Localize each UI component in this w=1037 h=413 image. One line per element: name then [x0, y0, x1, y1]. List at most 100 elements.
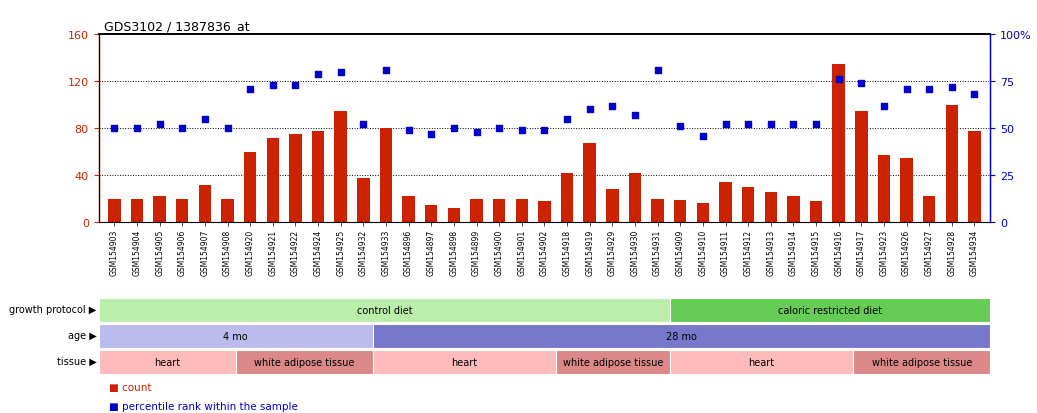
Bar	[221, 199, 233, 223]
Bar	[99, 299, 670, 323]
Bar	[764, 192, 777, 223]
Point	[875, 103, 892, 110]
Point	[898, 86, 915, 93]
Text: heart: heart	[155, 357, 180, 367]
Bar	[670, 350, 853, 374]
Point	[739, 122, 756, 128]
Bar	[357, 178, 369, 223]
Point	[649, 67, 666, 74]
Bar	[373, 324, 990, 348]
Text: heart: heart	[451, 357, 477, 367]
Bar	[99, 324, 373, 348]
Bar	[471, 199, 483, 223]
Point	[966, 92, 983, 98]
Bar	[402, 197, 415, 223]
Text: GDS3102 / 1387836_at: GDS3102 / 1387836_at	[104, 20, 249, 33]
Text: 4 mo: 4 mo	[223, 331, 248, 341]
Text: white adipose tissue: white adipose tissue	[871, 357, 972, 367]
Bar	[787, 197, 800, 223]
Point	[219, 126, 235, 132]
Text: control diet: control diet	[357, 306, 412, 316]
Point	[853, 81, 870, 87]
Text: ■ count: ■ count	[109, 382, 151, 392]
Point	[197, 116, 214, 123]
Bar	[810, 202, 822, 223]
Point	[129, 126, 145, 132]
Bar	[556, 350, 670, 374]
Point	[264, 83, 281, 89]
Bar	[108, 199, 120, 223]
Point	[491, 126, 507, 132]
Point	[559, 116, 576, 123]
Bar	[538, 202, 551, 223]
Bar	[289, 135, 302, 223]
Point	[242, 86, 258, 93]
Bar	[833, 64, 845, 223]
Point	[695, 133, 711, 140]
Bar	[651, 199, 664, 223]
Bar	[380, 129, 392, 223]
Bar	[335, 111, 347, 223]
Bar	[900, 158, 913, 223]
Point	[921, 86, 937, 93]
Bar	[425, 205, 438, 223]
Bar	[674, 200, 686, 223]
Bar	[244, 152, 256, 223]
Text: 28 mo: 28 mo	[666, 331, 697, 341]
Point	[469, 129, 485, 136]
Bar	[670, 299, 990, 323]
Bar	[199, 185, 212, 223]
Bar	[312, 131, 325, 223]
Bar	[493, 199, 505, 223]
Point	[944, 84, 960, 91]
Bar	[923, 197, 935, 223]
Text: growth protocol ▶: growth protocol ▶	[9, 305, 96, 315]
Bar	[856, 111, 868, 223]
Bar	[628, 173, 641, 223]
Bar	[853, 350, 990, 374]
Point	[423, 131, 440, 138]
Point	[808, 122, 824, 128]
Bar	[697, 204, 709, 223]
Point	[333, 69, 349, 76]
Bar	[946, 105, 958, 223]
Bar	[131, 199, 143, 223]
Text: white adipose tissue: white adipose tissue	[254, 357, 355, 367]
Point	[400, 128, 417, 134]
Bar	[969, 131, 981, 223]
Point	[626, 112, 643, 119]
Bar	[373, 350, 556, 374]
Point	[446, 126, 463, 132]
Point	[536, 128, 553, 134]
Bar	[561, 173, 573, 223]
Point	[151, 122, 168, 128]
Bar	[515, 199, 528, 223]
Text: white adipose tissue: white adipose tissue	[563, 357, 664, 367]
Text: ■ percentile rank within the sample: ■ percentile rank within the sample	[109, 401, 298, 411]
Text: age ▶: age ▶	[67, 330, 96, 340]
Bar	[267, 138, 279, 223]
Point	[672, 123, 689, 130]
Point	[785, 122, 802, 128]
Bar	[584, 144, 596, 223]
Bar	[720, 183, 732, 223]
Point	[287, 83, 304, 89]
Point	[604, 103, 620, 110]
Point	[582, 107, 598, 114]
Point	[831, 77, 847, 83]
Point	[513, 128, 530, 134]
Point	[106, 126, 122, 132]
Point	[762, 122, 779, 128]
Text: heart: heart	[749, 357, 775, 367]
Point	[377, 67, 394, 74]
Bar	[235, 350, 373, 374]
Bar	[741, 188, 754, 223]
Point	[174, 126, 191, 132]
Point	[355, 122, 371, 128]
Text: caloric restricted diet: caloric restricted diet	[778, 306, 882, 316]
Bar	[153, 197, 166, 223]
Point	[718, 122, 734, 128]
Bar	[176, 199, 189, 223]
Bar	[606, 190, 618, 223]
Point	[310, 71, 327, 78]
